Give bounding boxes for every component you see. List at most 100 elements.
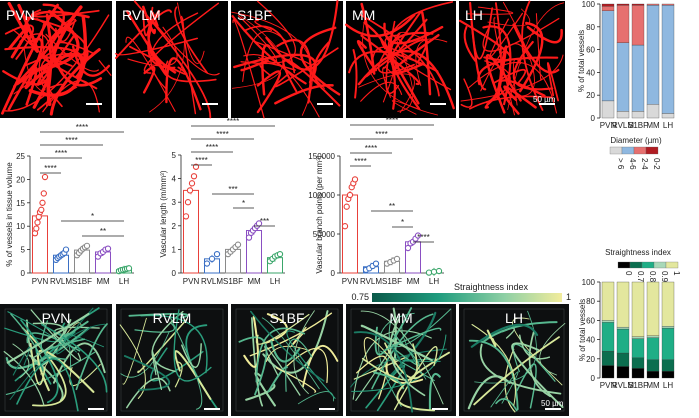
vessel-segment (10, 313, 44, 362)
data-point (234, 241, 242, 248)
significance-label: ** (100, 227, 106, 236)
stacked-bar-segment (616, 326, 630, 330)
vessel-segment (511, 342, 564, 409)
data-point (125, 265, 133, 272)
data-point (435, 267, 443, 275)
vessel-segment (357, 50, 455, 110)
data-point (186, 187, 194, 194)
legend-label: 0.7 (636, 271, 645, 283)
vessel-segment (469, 1, 487, 91)
vessel-segment (352, 330, 432, 400)
stacked-bar-segment (601, 100, 615, 119)
volume-box (350, 308, 452, 412)
vessel-image-pvn: PVN (0, 1, 112, 118)
vessel-segment (503, 85, 537, 109)
vessel-segment (256, 70, 282, 114)
vessel-segment (255, 327, 306, 383)
legend-label: 4-6 (628, 158, 637, 170)
stacked-bar-segment (661, 326, 675, 329)
stacked-bar-segment (616, 42, 630, 112)
vessel-segment (49, 48, 101, 116)
vessel-segment (16, 358, 79, 412)
vessel-segment (401, 317, 427, 380)
stacked-bar-segment (631, 281, 645, 337)
data-point (351, 176, 359, 183)
y-tick-label: 25 (16, 152, 25, 161)
stacked-bar-segment (631, 357, 645, 369)
stacked-bar-segment (601, 6, 615, 11)
legend-swatch (633, 146, 647, 155)
legend-label: 0.9 (660, 271, 669, 283)
significance-label: * (242, 199, 245, 208)
x-tick-label: S1BF (382, 277, 402, 286)
vessel-segment (512, 23, 560, 74)
y-tick-label: 40 (586, 68, 595, 77)
significance-label: **** (206, 143, 218, 152)
x-tick-label: MM (247, 277, 261, 286)
stacked-bar-segment (646, 3, 660, 6)
image-label: RVLM (122, 7, 161, 23)
stacked-bar-segment (661, 327, 675, 360)
vessel-segment (486, 329, 497, 348)
straightness-stacked-bar-chart: 0 20 40 60 80 100 % of total vessels PVNRVLMS1B… (578, 248, 681, 390)
y-tick-label: 100000 (308, 191, 335, 200)
significance-label: **** (76, 123, 88, 132)
vessel-segment (254, 19, 273, 31)
vessel-segment (119, 324, 146, 400)
vessel-segment (231, 16, 284, 89)
stacked-bar-segment (631, 338, 645, 358)
legend-swatch (665, 261, 679, 269)
significance-label: **** (227, 117, 239, 126)
vessel-segment (75, 323, 108, 391)
x-tick-label: RVLM (50, 277, 72, 286)
x-tick-label: LH (119, 277, 129, 286)
legend-label: 2-4 (640, 158, 649, 170)
vessel-segment (44, 338, 86, 361)
significance-label: *** (228, 185, 237, 194)
colorbar-title: Straightness index (454, 282, 529, 292)
y-tick-label: 2 (172, 222, 177, 231)
vessel-segment (358, 73, 415, 114)
y-tick-label: 4 (172, 175, 177, 184)
vessel-segment (125, 36, 176, 112)
vessel-segment (165, 57, 202, 111)
y-tick-label: 5 (21, 246, 26, 255)
legend-swatch (617, 261, 631, 269)
stacked-bar-segment (661, 359, 675, 372)
vessel-segment (484, 92, 501, 109)
colorbar-max-label: 1 (566, 292, 571, 302)
vessel-segment (493, 69, 527, 84)
vessel-segment (29, 342, 46, 386)
straightness-image-mm: MM (346, 304, 456, 416)
data-point (404, 244, 412, 252)
vessel-segment (471, 323, 516, 406)
straightness-image-row: PVN RVLM S1BF MM LH 50 µm (0, 304, 569, 416)
vessel-segment (281, 347, 329, 384)
stacked-bar-segment (601, 320, 615, 323)
vessel-segment (122, 317, 147, 385)
y-tick-label: 1 (172, 245, 177, 254)
vessel-segment (41, 323, 108, 393)
y-tick-label: 50000 (313, 230, 336, 239)
vessel-segment (352, 49, 358, 99)
y-tick-label: 0 (172, 269, 177, 278)
stacked-bar-segment (661, 4, 675, 114)
vessel-segment (380, 350, 435, 382)
vessel-segment (360, 34, 420, 86)
image-label: S1BF (237, 7, 272, 23)
data-point (38, 206, 45, 213)
legend-swatch (653, 261, 667, 269)
vessel-segment (546, 62, 559, 102)
vessel-image-s1bf: S1BF (231, 0, 343, 119)
legend-label: 0-2 (652, 158, 661, 170)
vessel-segment (360, 310, 444, 405)
stacked-bar-segment (631, 111, 645, 119)
y-tick-label: 40 (586, 336, 595, 345)
data-point (203, 260, 211, 267)
colorbar-min-label: 0.75 (351, 292, 369, 302)
vessel-segment (4, 14, 110, 112)
y-tick-label: 20 (586, 91, 595, 100)
vessel-segment (36, 349, 95, 393)
y-tick-label: 0 (21, 269, 26, 278)
vessel-segment (151, 18, 220, 76)
